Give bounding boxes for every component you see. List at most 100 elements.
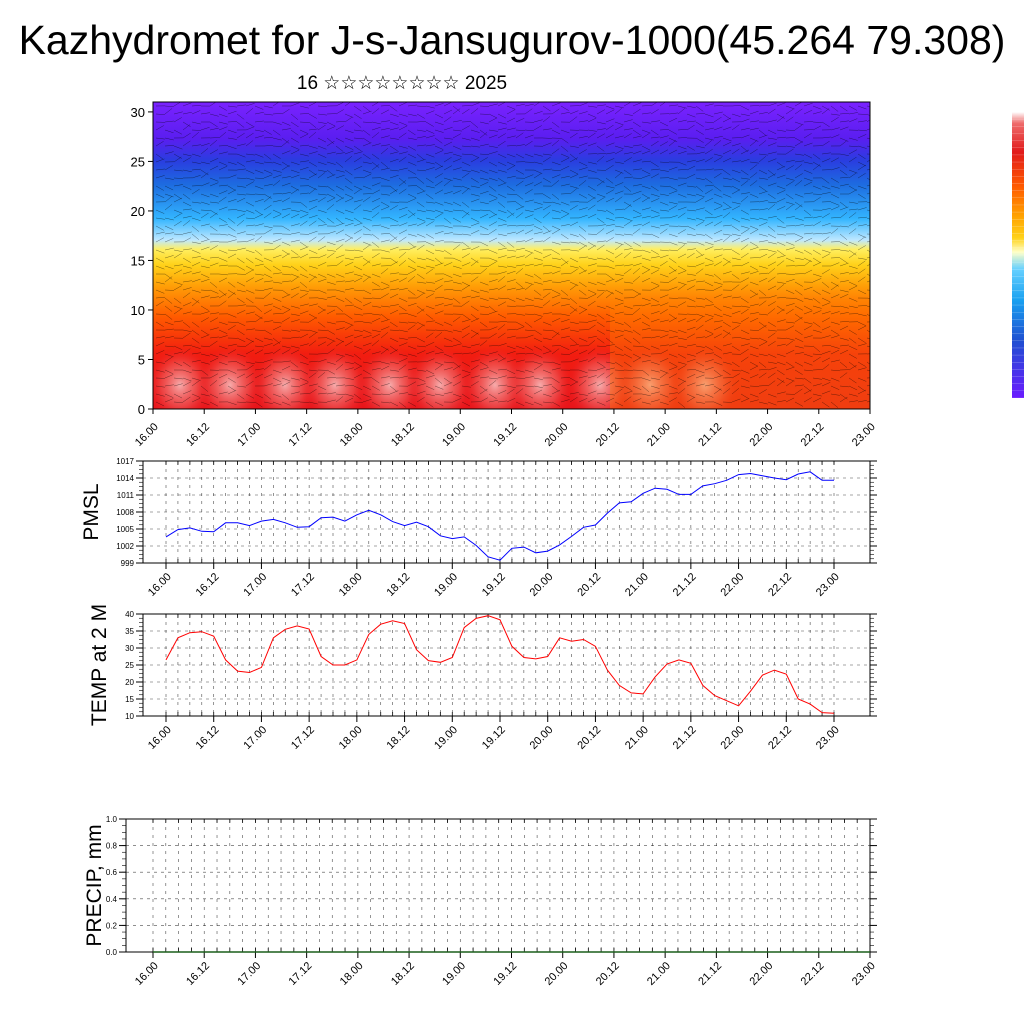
wind-barb xyxy=(722,257,731,263)
wind-barb xyxy=(263,204,272,211)
wind-barb xyxy=(371,153,380,160)
wind-barb xyxy=(785,279,795,283)
wind-barb xyxy=(758,389,767,395)
wind-barb xyxy=(605,124,614,131)
wind-barb xyxy=(371,385,380,391)
wind-barb xyxy=(749,137,759,142)
y-axis-label: PRECIP, mm xyxy=(83,824,106,946)
wind-barb xyxy=(245,289,255,294)
wind-barb xyxy=(308,121,317,128)
x-tick-label: 20.12 xyxy=(575,571,603,599)
wind-barb xyxy=(317,385,327,391)
wind-barb xyxy=(191,380,200,387)
wind-barb xyxy=(236,353,246,357)
wind-barb xyxy=(632,159,642,163)
wind-barb xyxy=(605,305,615,310)
wind-barb xyxy=(470,246,480,251)
wind-barb xyxy=(407,193,417,199)
wind-barb xyxy=(758,289,767,296)
wind-barb xyxy=(398,214,408,219)
wind-barb xyxy=(236,257,245,264)
heatmap-y-tick-label: 15 xyxy=(131,253,145,268)
wind-barb xyxy=(542,142,552,147)
wind-barb xyxy=(182,132,191,139)
wind-barb xyxy=(524,345,534,351)
wind-barb xyxy=(569,241,579,244)
wind-barb xyxy=(605,189,615,195)
wind-barb xyxy=(668,233,678,237)
wind-barb xyxy=(254,257,264,263)
wind-barb xyxy=(713,361,723,366)
wind-barb xyxy=(227,189,237,195)
wind-barb xyxy=(461,172,470,179)
wind-barb xyxy=(515,321,524,327)
wind-barb xyxy=(416,305,425,312)
wind-barb xyxy=(425,185,435,189)
wind-barb xyxy=(506,145,516,147)
wind-barb xyxy=(299,201,308,208)
wind-barb xyxy=(497,169,507,173)
wind-barb xyxy=(722,169,731,176)
wind-barb xyxy=(308,249,318,254)
wind-barb xyxy=(470,375,480,379)
wind-barb xyxy=(686,193,696,197)
wind-barb xyxy=(326,382,336,387)
wind-barb xyxy=(389,174,399,179)
wind-barb xyxy=(542,312,552,315)
wind-barb xyxy=(749,312,759,315)
wind-barb xyxy=(776,198,786,203)
wind-barb xyxy=(848,149,858,155)
wind-barb xyxy=(227,249,237,251)
wind-barb xyxy=(677,337,687,340)
wind-barb xyxy=(821,192,831,195)
wind-barb xyxy=(416,244,425,251)
wind-barb xyxy=(218,249,228,254)
wind-barb xyxy=(551,180,560,187)
wind-barb xyxy=(839,289,849,293)
wind-barb xyxy=(668,137,678,143)
wind-barb xyxy=(290,121,299,128)
wind-barb xyxy=(857,134,867,139)
wind-barb xyxy=(335,169,345,173)
wind-barb xyxy=(308,128,318,131)
wind-barb xyxy=(848,272,858,275)
wind-barb xyxy=(353,265,363,271)
wind-barb xyxy=(839,305,849,309)
wind-barb xyxy=(785,193,794,200)
wind-barb xyxy=(245,108,254,115)
x-tick-label: 19.00 xyxy=(440,960,468,988)
wind-barb xyxy=(515,212,524,219)
wind-barb xyxy=(479,265,489,267)
wind-barb xyxy=(596,313,605,320)
wind-barb xyxy=(362,105,371,112)
wind-barb xyxy=(371,333,381,339)
wind-barb xyxy=(749,329,759,331)
wind-barb xyxy=(605,109,615,115)
wind-barb xyxy=(740,261,750,267)
wind-barb xyxy=(767,367,777,371)
wind-barb xyxy=(830,401,839,408)
wind-barb xyxy=(254,120,264,123)
wind-barb xyxy=(596,329,605,335)
y-tick-label: 30 xyxy=(125,644,134,653)
wind-barb xyxy=(641,133,650,139)
wind-barb xyxy=(380,148,389,155)
wind-barb xyxy=(776,206,786,211)
wind-barb xyxy=(776,174,786,179)
wind-barb xyxy=(299,289,309,292)
wind-barb xyxy=(713,201,723,206)
wind-barb xyxy=(776,343,786,347)
wind-barb xyxy=(317,329,327,331)
wind-barb xyxy=(398,121,408,126)
wind-barb xyxy=(164,145,174,147)
wind-barb xyxy=(803,216,813,219)
chart-subtitle: 16 ☆☆☆☆☆☆☆☆ 2025 xyxy=(296,73,508,94)
wind-barb xyxy=(209,380,218,387)
wind-barb xyxy=(812,356,821,363)
wind-barb xyxy=(380,193,390,196)
wind-barb xyxy=(857,377,867,382)
wind-barb xyxy=(380,393,390,396)
wind-barb xyxy=(740,127,750,131)
wind-barb xyxy=(866,105,870,107)
wind-barb xyxy=(713,353,722,359)
